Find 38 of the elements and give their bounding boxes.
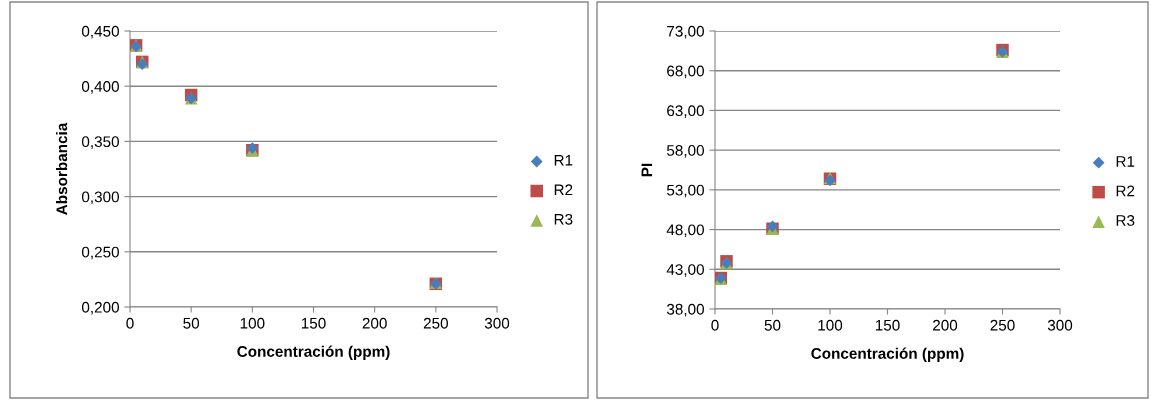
x-tick-label: 150 (301, 317, 326, 329)
y-tick-label: 43,00 (666, 264, 704, 277)
y-tick-label: 0,300 (81, 191, 119, 205)
legend-label: R3 (1116, 215, 1135, 226)
y-tick-label: 73,00 (667, 25, 704, 39)
x-tick-label: 300 (1047, 319, 1073, 331)
x-tick-label: 0 (126, 317, 134, 329)
x-tick-label: 150 (875, 319, 900, 331)
y-tick-label: 58,00 (666, 145, 704, 158)
x-tick-label: 250 (423, 317, 448, 329)
y-tick-label: 0,400 (81, 81, 119, 94)
x-tick-label: 300 (484, 317, 510, 329)
y-tick-label: 0,200 (81, 301, 119, 315)
legend-label: R2 (1116, 185, 1135, 197)
x-axis-title: Concentración (ppm) (237, 345, 390, 360)
legend-label: R1 (1116, 156, 1135, 167)
y-tick-label: 0,450 (81, 25, 119, 39)
legend-label: R2 (554, 184, 573, 196)
x-axis-title: Concentración (ppm) (811, 347, 964, 362)
y-tick-label: 0,250 (81, 246, 119, 260)
y-tick-label: 63,00 (667, 105, 704, 118)
y-tick-label: 48,00 (666, 224, 704, 238)
x-tick-label: 100 (240, 317, 265, 329)
y-axis-title: PI (641, 163, 653, 177)
y-tick-label: 0,350 (81, 136, 119, 149)
y-axis-title: Absorbancia (56, 122, 68, 215)
x-tick-label: 50 (764, 319, 781, 331)
x-tick-label: 200 (933, 319, 958, 331)
legend-label: R1 (554, 155, 573, 166)
x-tick-label: 100 (818, 319, 843, 331)
y-tick-label: 38,00 (666, 303, 704, 317)
x-tick-label: 0 (711, 319, 719, 331)
x-tick-label: 250 (990, 319, 1015, 331)
x-tick-label: 200 (362, 317, 387, 329)
y-tick-label: 68,00 (667, 65, 704, 79)
y-tick-label: 53,00 (666, 184, 704, 198)
legend-label: R3 (554, 213, 573, 225)
x-tick-label: 50 (183, 317, 200, 329)
